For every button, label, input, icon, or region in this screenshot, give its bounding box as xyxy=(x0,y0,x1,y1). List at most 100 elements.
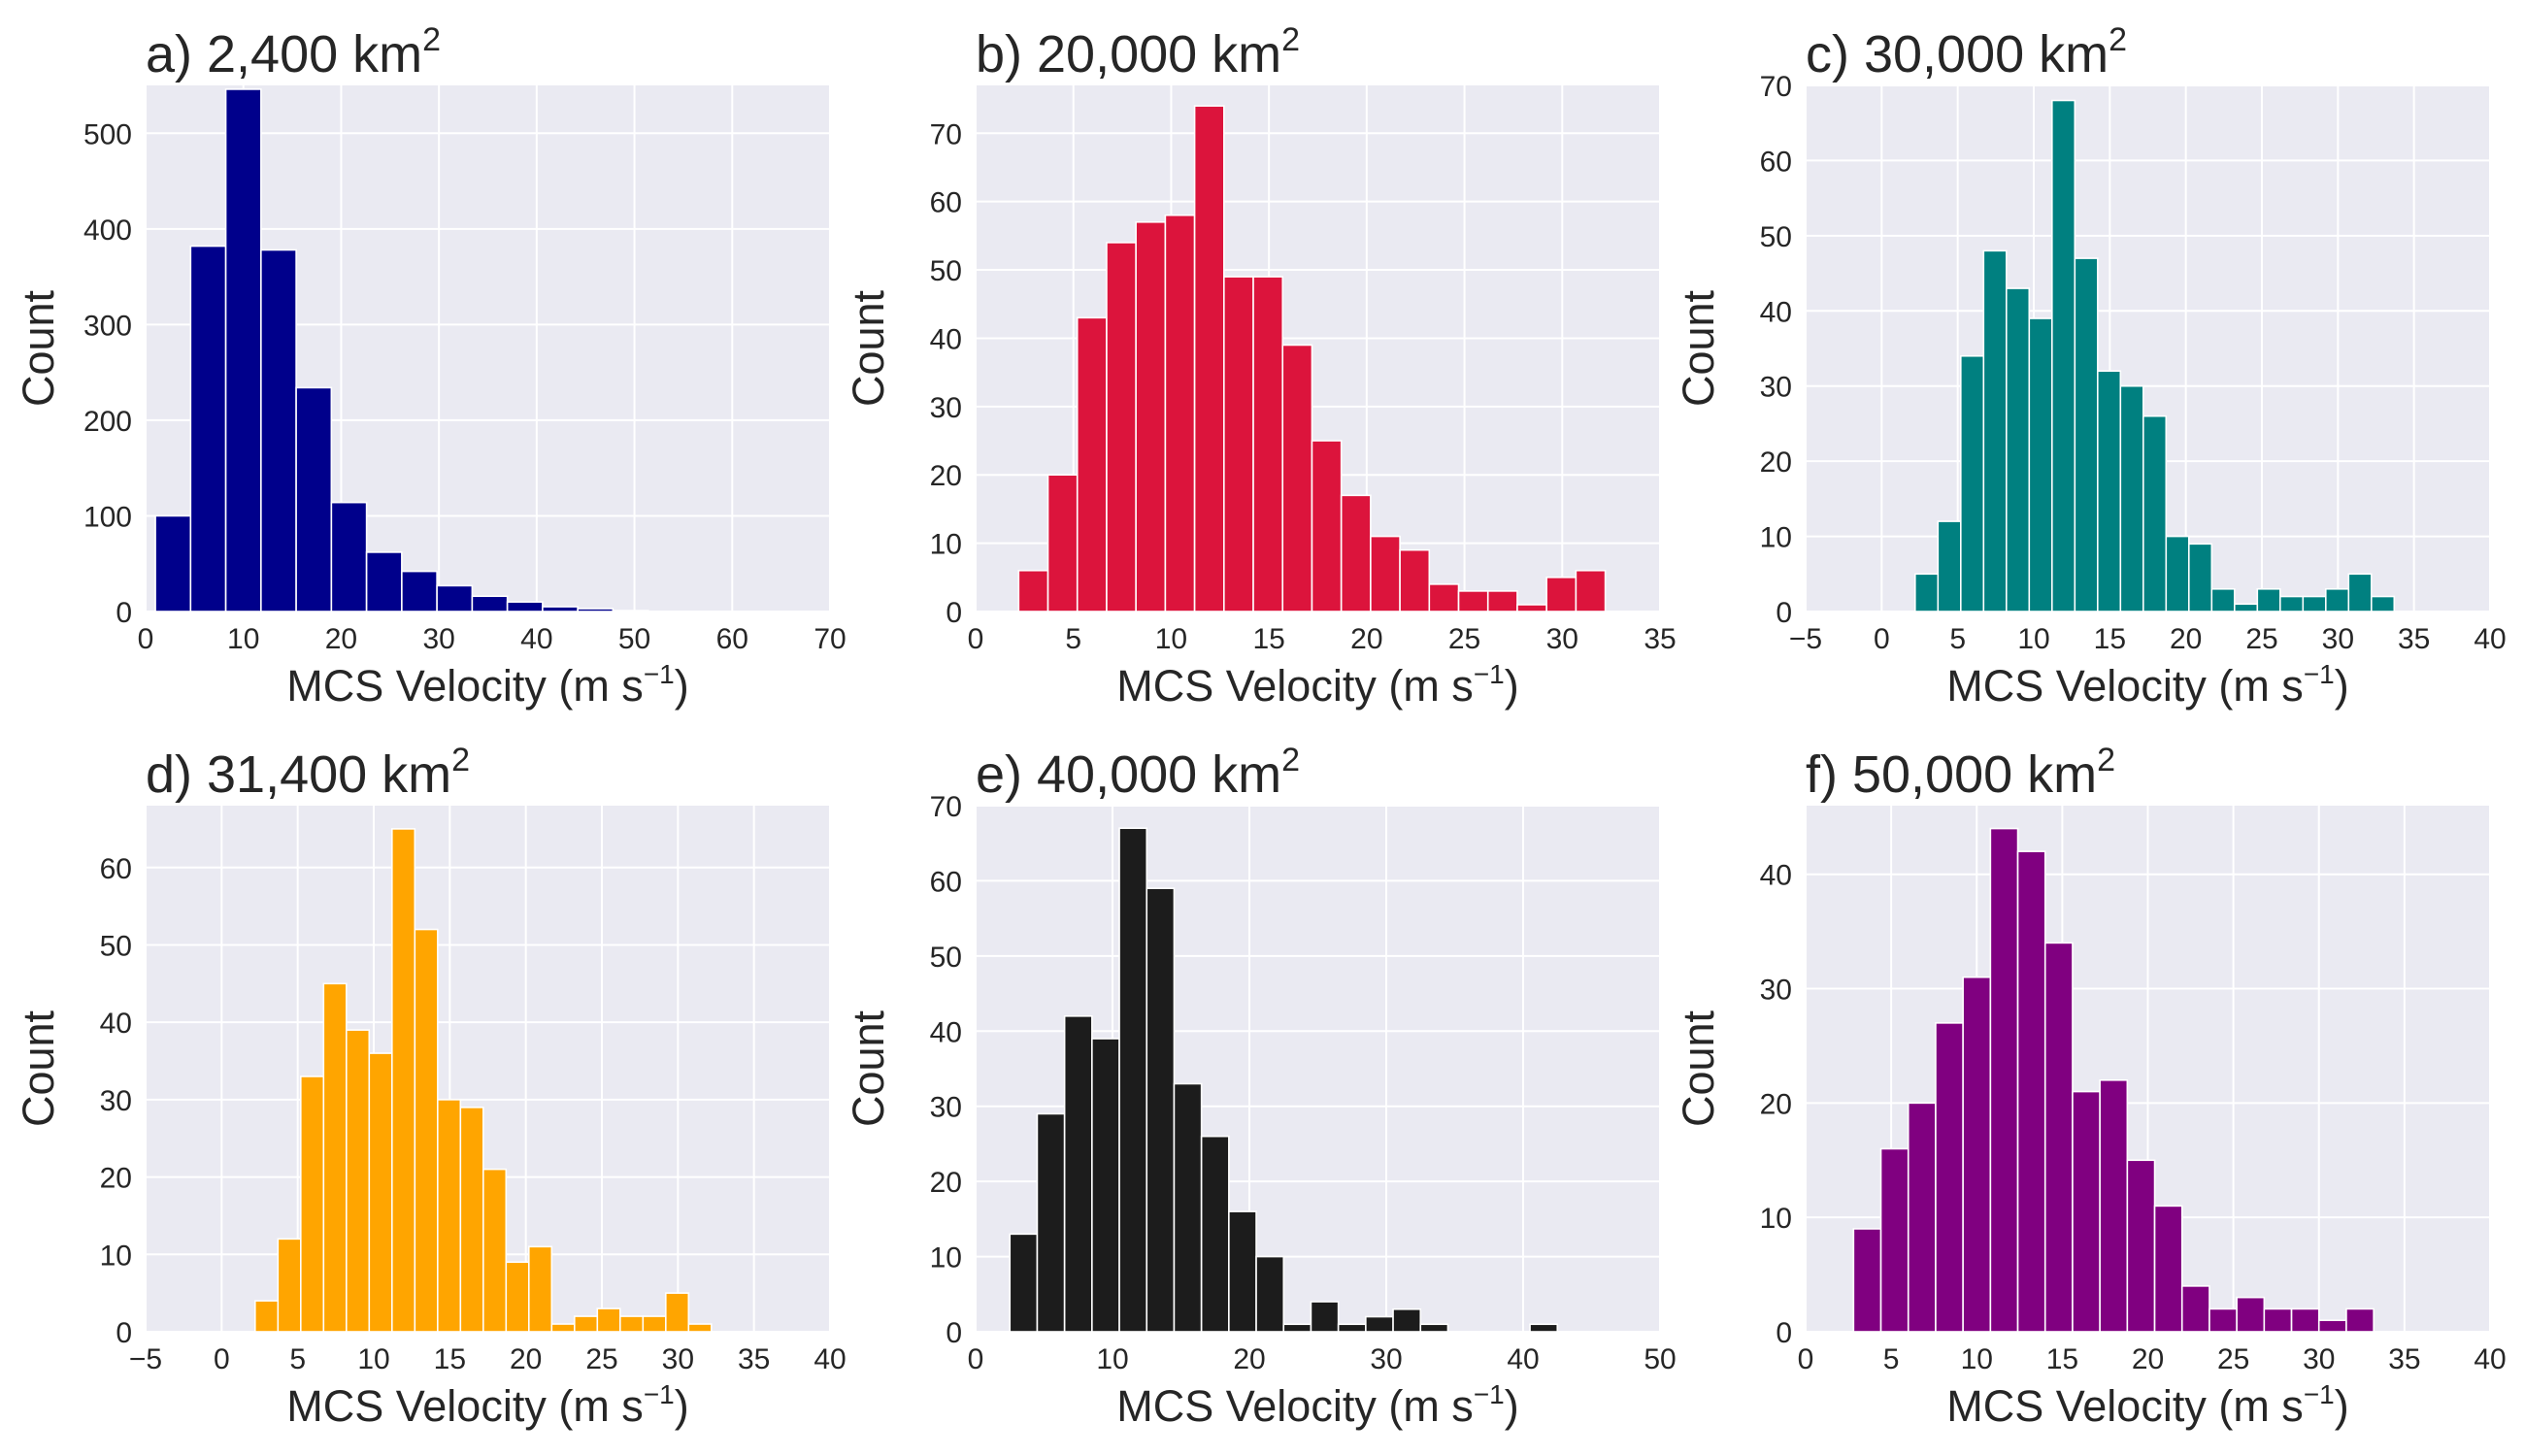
x-tick-label: 20 xyxy=(510,1343,542,1375)
histogram-bar xyxy=(345,1029,371,1333)
y-tick-label: 40 xyxy=(1760,296,1792,328)
x-axis-label: MCS Velocity (m s−1) xyxy=(286,1379,689,1431)
x-tick-label: 20 xyxy=(2132,1343,2164,1375)
histogram-bar xyxy=(1255,1255,1285,1333)
x-tick-label: 35 xyxy=(738,1343,770,1375)
y-tick-label: 60 xyxy=(1760,146,1792,178)
histogram-bar xyxy=(1252,276,1284,612)
y-tick-label: 20 xyxy=(1760,447,1792,479)
histogram-bar xyxy=(2325,587,2350,612)
y-tick-label: 60 xyxy=(930,187,962,219)
histogram-bar xyxy=(2279,595,2305,612)
histogram-bar xyxy=(1311,440,1343,612)
histogram-bar xyxy=(1063,1015,1093,1333)
y-tick-label: 10 xyxy=(100,1240,132,1272)
histogram-bar xyxy=(253,1300,280,1333)
histogram-bar xyxy=(1575,569,1607,612)
panel-title: f) 50,000 km2 xyxy=(1806,742,2115,804)
y-tick-label: 10 xyxy=(930,529,962,561)
histogram-bar xyxy=(2051,99,2076,612)
x-tick-label: 20 xyxy=(1350,623,1382,655)
histogram-panel-f: 0 5 10 15 20 25 30 35 40 0 10 20 30 40 f) 50,000 km2 MC… xyxy=(1674,742,2507,1431)
histogram-bar xyxy=(2165,535,2190,612)
x-tick-label: 40 xyxy=(814,1343,846,1375)
x-tick-label: 30 xyxy=(1370,1343,1402,1375)
histogram-bar xyxy=(1281,344,1313,612)
histogram-bar xyxy=(2072,1090,2101,1333)
y-axis-label: Count xyxy=(844,289,893,407)
x-tick-label: 30 xyxy=(662,1343,694,1375)
histogram-bar xyxy=(295,386,333,612)
x-tick-label: 10 xyxy=(227,623,259,655)
x-tick-label: 20 xyxy=(2170,623,2202,655)
y-tick-label: 0 xyxy=(946,1317,962,1349)
x-tick-label: 10 xyxy=(1155,623,1187,655)
y-tick-label: 30 xyxy=(1760,372,1792,404)
histogram-bar xyxy=(2290,1307,2320,1333)
x-tick-label: 30 xyxy=(1546,623,1578,655)
histogram-bar xyxy=(390,828,416,1333)
histogram-bar xyxy=(1337,1323,1367,1333)
histogram-bar xyxy=(2074,257,2099,612)
histogram-bar xyxy=(2126,1159,2156,1333)
histogram-bar xyxy=(189,245,227,612)
x-tick-label: 25 xyxy=(2217,1343,2249,1375)
y-tick-label: 60 xyxy=(930,866,962,898)
x-tick-label: 35 xyxy=(2388,1343,2420,1375)
x-tick-label: 25 xyxy=(1448,623,1480,655)
y-tick-label: 0 xyxy=(116,597,132,629)
y-tick-label: 30 xyxy=(930,1092,962,1124)
x-tick-label: −5 xyxy=(129,1343,162,1375)
y-tick-label: 20 xyxy=(930,460,962,492)
y-tick-label: 20 xyxy=(930,1167,962,1199)
y-axis-label: Count xyxy=(14,289,63,407)
y-tick-label: 70 xyxy=(1760,71,1792,103)
x-tick-label: 40 xyxy=(520,623,552,655)
histogram-bar xyxy=(2006,287,2031,612)
y-axis-label: Count xyxy=(844,1009,893,1127)
y-axis-label: Count xyxy=(1674,289,1723,407)
x-axis-label: MCS Velocity (m s−1) xyxy=(1116,1379,1519,1431)
histogram-bar xyxy=(687,1323,713,1333)
x-axis-label: MCS Velocity (m s−1) xyxy=(1946,659,2349,711)
y-tick-label: 500 xyxy=(83,118,132,150)
histogram-bar xyxy=(2043,942,2074,1333)
panel-title: d) 31,400 km2 xyxy=(146,742,470,804)
histogram-bar xyxy=(482,1168,508,1333)
x-tick-label: 15 xyxy=(2046,1343,2078,1375)
x-tick-label: 0 xyxy=(968,623,984,655)
histogram-bar xyxy=(1365,1315,1394,1333)
histogram-bar xyxy=(2234,603,2259,612)
histogram-bar xyxy=(1529,1323,1559,1333)
x-tick-label: 35 xyxy=(1644,623,1676,655)
histogram-bar xyxy=(2371,595,2396,612)
histogram-bar xyxy=(505,1261,530,1333)
histogram-bar xyxy=(1937,520,1962,612)
x-tick-label: 60 xyxy=(716,623,748,655)
histogram-bar xyxy=(1173,1082,1203,1333)
x-tick-label: 35 xyxy=(2398,623,2430,655)
histogram-bar xyxy=(1370,535,1401,612)
histogram-bar xyxy=(1935,1022,1964,1333)
histogram-bar xyxy=(550,1323,576,1333)
histogram-bar xyxy=(612,610,649,612)
histogram-panel-e: 0 10 20 30 40 50 0 10 20 30 40 50 60 70 e) 40,000 km2 M… xyxy=(844,742,1677,1431)
histogram-bar xyxy=(1457,590,1489,612)
y-tick-label: 50 xyxy=(1760,221,1792,253)
histogram-bar xyxy=(1282,1323,1312,1333)
histogram-bar xyxy=(260,248,297,612)
x-tick-label: 40 xyxy=(2474,623,2506,655)
histogram-bar xyxy=(2180,1285,2210,1333)
histogram-bar xyxy=(436,584,474,612)
histogram-bar xyxy=(365,551,403,612)
x-tick-label: 0 xyxy=(1798,1343,1814,1375)
y-tick-label: 0 xyxy=(1776,1317,1792,1349)
histogram-bar xyxy=(1982,249,2008,612)
histogram-bar xyxy=(1200,1135,1230,1333)
histogram-bar xyxy=(2097,370,2122,612)
x-axis-label: MCS Velocity (m s−1) xyxy=(1946,1379,2349,1431)
x-tick-label: 5 xyxy=(1065,623,1081,655)
panel-title: e) 40,000 km2 xyxy=(976,742,1300,804)
